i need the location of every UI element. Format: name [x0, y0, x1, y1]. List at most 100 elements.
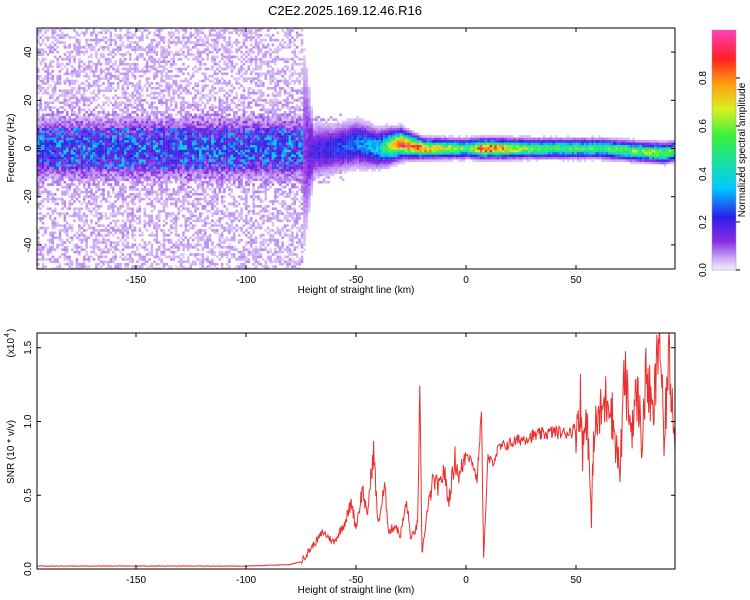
- heatmap-cell: [61, 140, 64, 143]
- heatmap-cell: [119, 142, 122, 145]
- heatmap-cell: [99, 164, 103, 167]
- heatmap-cell: [158, 255, 161, 259]
- heatmap-cell: [170, 156, 173, 160]
- heatmap-cell: [129, 224, 132, 227]
- heatmap-cell: [158, 209, 161, 213]
- heatmap-cell: [104, 142, 108, 145]
- heatmap-cell: [102, 188, 105, 191]
- heatmap-cell: [99, 253, 103, 256]
- heatmap-cell: [158, 224, 161, 227]
- heatmap-cell: [41, 113, 45, 117]
- heatmap-cell: [177, 41, 180, 44]
- heatmap-cell: [44, 50, 47, 54]
- heatmap-cell: [58, 236, 62, 239]
- heatmap-cell: [56, 58, 59, 61]
- heatmap-cell: [116, 147, 120, 150]
- heatmap-cell: [51, 260, 54, 264]
- heatmap-cell: [213, 253, 217, 256]
- heatmap-cell: [63, 96, 67, 100]
- heatmap-cell: [201, 41, 205, 44]
- heatmap-cell: [191, 193, 195, 196]
- heatmap-cell: [41, 262, 45, 266]
- heatmap-cell: [148, 173, 151, 177]
- heatmap-cell: [83, 89, 86, 92]
- heatmap-cell: [204, 188, 207, 191]
- heatmap-cell: [61, 243, 64, 247]
- heatmap-cell: [53, 55, 57, 59]
- heatmap-cell: [204, 154, 207, 157]
- heatmap-cell: [162, 156, 166, 160]
- heatmap-cell: [196, 161, 200, 165]
- heatmap-cell: [141, 70, 144, 73]
- heatmap-cell: [131, 180, 134, 184]
- heatmap-cell: [124, 53, 127, 56]
- heatmap-cell: [37, 253, 40, 256]
- heatmap-cell: [95, 262, 98, 266]
- heatmap-cell: [158, 183, 161, 186]
- heatmap-cell: [211, 144, 214, 148]
- heatmap-cell: [141, 127, 144, 131]
- heatmap-cell: [44, 164, 47, 167]
- heatmap-cell: [102, 125, 105, 129]
- heatmap-cell: [160, 74, 163, 78]
- heatmap-cell: [90, 55, 93, 59]
- heatmap-cell: [51, 168, 54, 172]
- heatmap-cell: [136, 265, 139, 268]
- heatmap-cell: [116, 118, 120, 121]
- heatmap-cell: [95, 209, 98, 213]
- heatmap-cell: [87, 161, 91, 165]
- heatmap-cell: [148, 214, 151, 218]
- heatmap-cell: [99, 28, 103, 30]
- heatmap-cell: [182, 123, 185, 126]
- heatmap-cell: [95, 137, 98, 141]
- heatmap-cell: [153, 221, 156, 225]
- heatmap-cell: [63, 262, 67, 266]
- heatmap-cell: [39, 120, 42, 124]
- heatmap-cell: [107, 142, 110, 145]
- heatmap-cell: [41, 118, 45, 121]
- heatmap-cell: [216, 243, 219, 247]
- heatmap-cell: [196, 60, 200, 63]
- heatmap-cell: [58, 265, 62, 268]
- heatmap-cell: [131, 94, 134, 97]
- heatmap-cell: [208, 159, 212, 162]
- heatmap-cell: [194, 144, 197, 148]
- heatmap-cell: [124, 178, 127, 182]
- heatmap-cell: [99, 224, 103, 227]
- heatmap-cell: [182, 118, 185, 121]
- heatmap-cell: [216, 176, 219, 179]
- heatmap-cell: [39, 250, 42, 254]
- heatmap-cell: [184, 28, 188, 30]
- heatmap-cell: [41, 50, 45, 54]
- heatmap-cell: [187, 113, 190, 117]
- heatmap-cell: [201, 156, 205, 160]
- heatmap-cell: [51, 178, 54, 182]
- heatmap-cell: [53, 202, 57, 206]
- heatmap-cell: [58, 79, 62, 83]
- heatmap-cell: [206, 144, 209, 148]
- heatmap-cell: [97, 234, 100, 237]
- heatmap-cell: [138, 135, 142, 138]
- heatmap-cell: [194, 89, 197, 92]
- heatmap-cell: [97, 267, 100, 269]
- heatmap-cell: [53, 267, 57, 269]
- heatmap-cell: [41, 197, 45, 201]
- heatmap-cell: [141, 48, 144, 51]
- heatmap-cell: [56, 62, 59, 66]
- heatmap-cell: [153, 87, 156, 90]
- heatmap-cell: [191, 176, 195, 179]
- heatmap-cell: [73, 190, 76, 194]
- heatmap-cell: [109, 248, 113, 251]
- heatmap-cell: [131, 212, 134, 215]
- heatmap-cell: [143, 154, 146, 157]
- heatmap-cell: [53, 140, 57, 143]
- heatmap-cell: [138, 48, 142, 51]
- heatmap-cell: [116, 103, 120, 107]
- heatmap-cell: [167, 166, 171, 170]
- heatmap-cell: [199, 243, 202, 247]
- heatmap-cell: [68, 62, 71, 66]
- heatmap-cell: [199, 178, 202, 182]
- heatmap-cell: [63, 115, 67, 119]
- heatmap-cell: [218, 190, 221, 194]
- heatmap-cell: [158, 267, 161, 269]
